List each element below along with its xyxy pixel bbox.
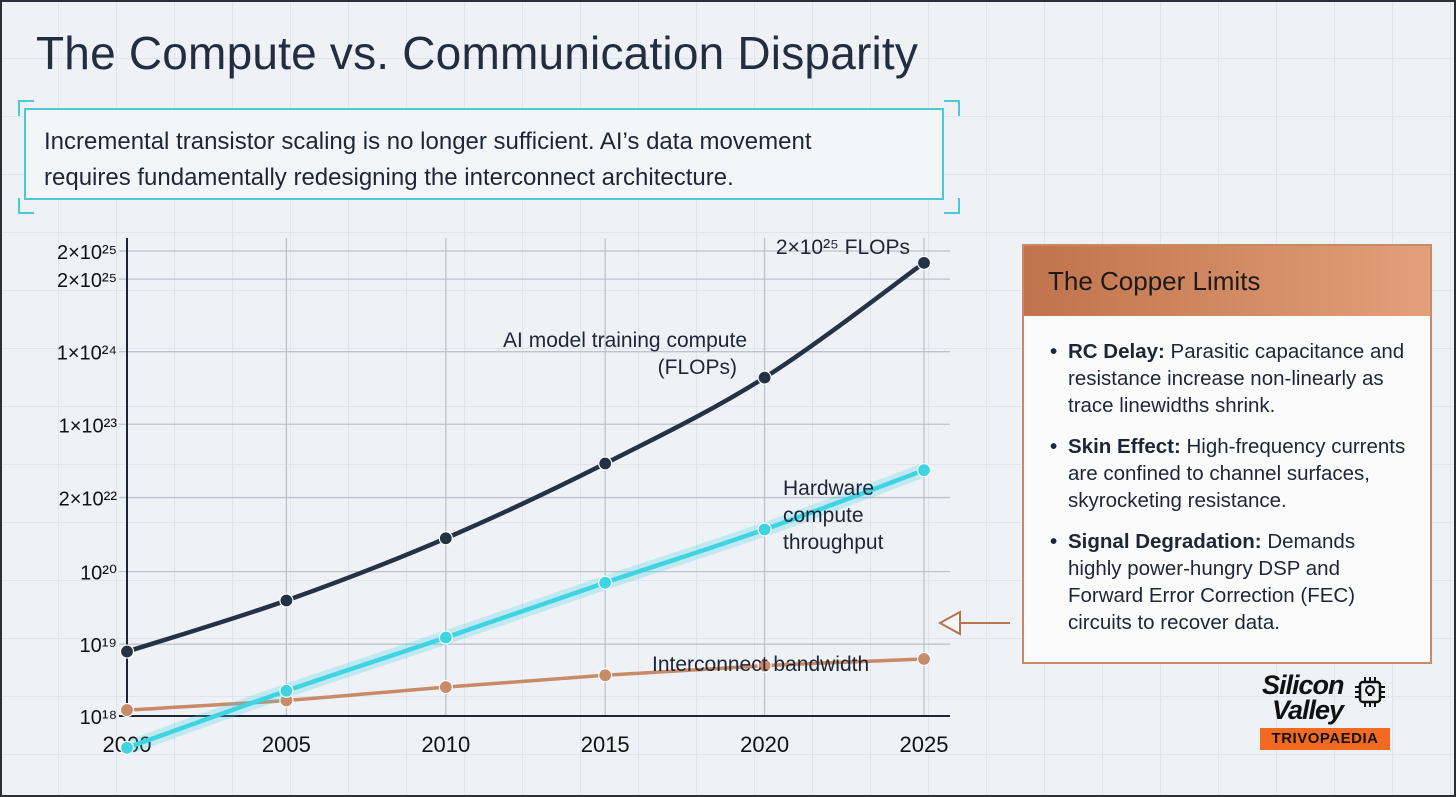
silicon-valley-logo: Silicon Valley TRIVOPAEDIA (1256, 670, 1396, 755)
callout-text: Demands highly power-hungry DSP and Forw… (1068, 530, 1356, 634)
callout-arrow (937, 610, 1010, 636)
box-corner-br (944, 198, 960, 214)
interconnect-series-label: Interconnect bandwidth (652, 653, 869, 676)
callout-text: High-frequency currents are confined to … (1068, 435, 1406, 512)
hardware-point (598, 575, 613, 590)
subtitle-line-2: requires fundamentally redesigning the i… (44, 164, 734, 191)
callout-text: Parasitic capacitance and resistance inc… (1068, 340, 1405, 417)
chart-series (119, 255, 932, 755)
y-tick-label: 2×10²⁵ (57, 242, 117, 264)
compute-point (438, 531, 453, 546)
callout-heading: The Copper Limits (1024, 246, 1430, 316)
box-corner-tr (944, 100, 960, 116)
hardware-point (916, 463, 932, 478)
compute-series-label-1: AI model training compute (503, 329, 747, 352)
chart-labels: AI model training compute (FLOPs) 2×10²⁵… (503, 236, 910, 676)
box-corner-bl (18, 198, 34, 214)
line-chart: 2000200520102015202020252×10²⁵2×10²⁵1×10… (57, 236, 1010, 757)
y-tick-label: 1×10²³ (59, 415, 118, 437)
logo-line-1: Silicon (1262, 670, 1345, 700)
interconnect-point (757, 658, 772, 673)
compute-end-label: 2×10²⁵ FLOPs (776, 236, 910, 259)
y-tick-label: 10²⁰ (80, 563, 117, 585)
compute-point (598, 456, 613, 471)
page-title: The Compute vs. Communication Disparity (36, 27, 919, 79)
interconnect-point (598, 668, 613, 683)
x-tick-label: 2025 (900, 732, 949, 757)
callout-term: RC Delay: (1068, 340, 1165, 363)
compute-point (916, 255, 932, 270)
y-tick-label: 10¹⁸ (80, 707, 117, 729)
copper-limits-callout: The Copper Limits RC Delay: Parasitic ca… (1022, 244, 1432, 664)
hardware-point (279, 683, 294, 698)
interconnect-point (916, 651, 932, 667)
callout-item-rc-delay: RC Delay: Parasitic capacitance and resi… (1050, 338, 1412, 419)
callout-list: RC Delay: Parasitic capacitance and resi… (1024, 316, 1430, 636)
y-tick-label: 2×10²⁵ (57, 270, 117, 292)
callout-item-signal-degradation: Signal Degradation: Demands highly power… (1050, 528, 1412, 636)
logo-line-2: Valley (1272, 695, 1344, 725)
compute-series-label-2: (FLOPs) (658, 356, 737, 379)
y-tick-label: 2×10²² (59, 489, 118, 511)
callout-term: Skin Effect: (1068, 435, 1181, 458)
callout-term: Signal Degradation: (1068, 530, 1262, 553)
x-tick-label: 2005 (262, 732, 311, 757)
x-tick-label: 2020 (740, 732, 789, 757)
x-tick-label: 2015 (581, 732, 630, 757)
chip-bulb-icon (1355, 677, 1385, 707)
subtitle-line-1: Incremental transistor scaling is no lon… (44, 128, 812, 155)
x-tick-label: 2010 (421, 732, 470, 757)
logo-badge: TRIVOPAEDIA (1260, 728, 1390, 750)
compute-point (279, 593, 294, 608)
interconnect-line (125, 657, 926, 712)
hardware-series-label-3: throughput (783, 531, 884, 554)
compute-point (757, 370, 772, 385)
hardware-line (124, 467, 927, 751)
interconnect-point (119, 702, 135, 718)
subtitle-box: Incremental transistor scaling is no lon… (24, 108, 944, 200)
y-tick-label: 10¹⁹ (80, 635, 117, 657)
hardware-series-label-2: compute (783, 504, 864, 527)
interconnect-point (438, 680, 453, 695)
hardware-point (119, 740, 135, 755)
hardware-point (438, 630, 453, 645)
hardware-series-label-1: Hardware (783, 477, 874, 500)
box-corner-tl (18, 100, 34, 116)
callout-item-skin-effect: Skin Effect: High-frequency currents are… (1050, 433, 1412, 514)
y-tick-label: 1×10²⁴ (57, 343, 117, 365)
compute-point (119, 644, 135, 659)
hardware-point (757, 522, 772, 537)
compute-line (124, 260, 927, 654)
